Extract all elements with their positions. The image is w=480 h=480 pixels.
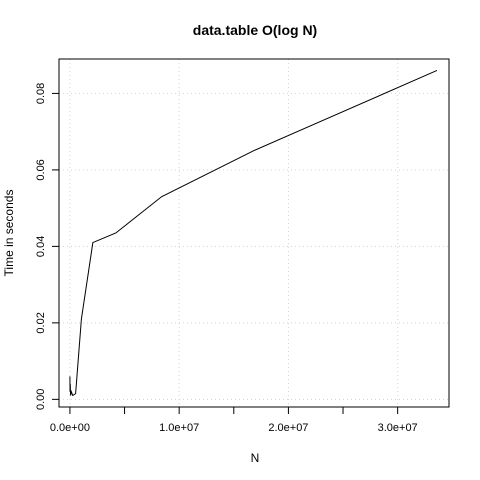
- grid: [59, 59, 449, 407]
- x-tick-label: 3.0e+07: [378, 422, 418, 434]
- y-tick-label: 0.08: [35, 83, 47, 104]
- y-axis: 0.00 0.02 0.04 0.06 0.08: [35, 83, 59, 410]
- plot-frame: [58, 58, 450, 408]
- x-tick-label: 1.0e+07: [159, 422, 199, 434]
- x-tick-label: 0.0e+00: [50, 422, 90, 434]
- y-tick-label: 0.04: [35, 236, 47, 257]
- series-line: [69, 70, 438, 397]
- x-tick-label: 2.0e+07: [268, 422, 308, 434]
- y-tick-label: 0.02: [35, 312, 47, 333]
- x-axis-label: N: [251, 451, 260, 465]
- y-tick-label: 0.06: [35, 159, 47, 180]
- x-axis: 0.0e+00 1.0e+07 2.0e+07 3.0e+07: [50, 407, 418, 434]
- y-axis-label: Time in seconds: [2, 190, 16, 277]
- chart-title: data.table O(log N): [193, 22, 317, 38]
- series-group: [69, 70, 438, 397]
- y-tick-label: 0.00: [35, 389, 47, 410]
